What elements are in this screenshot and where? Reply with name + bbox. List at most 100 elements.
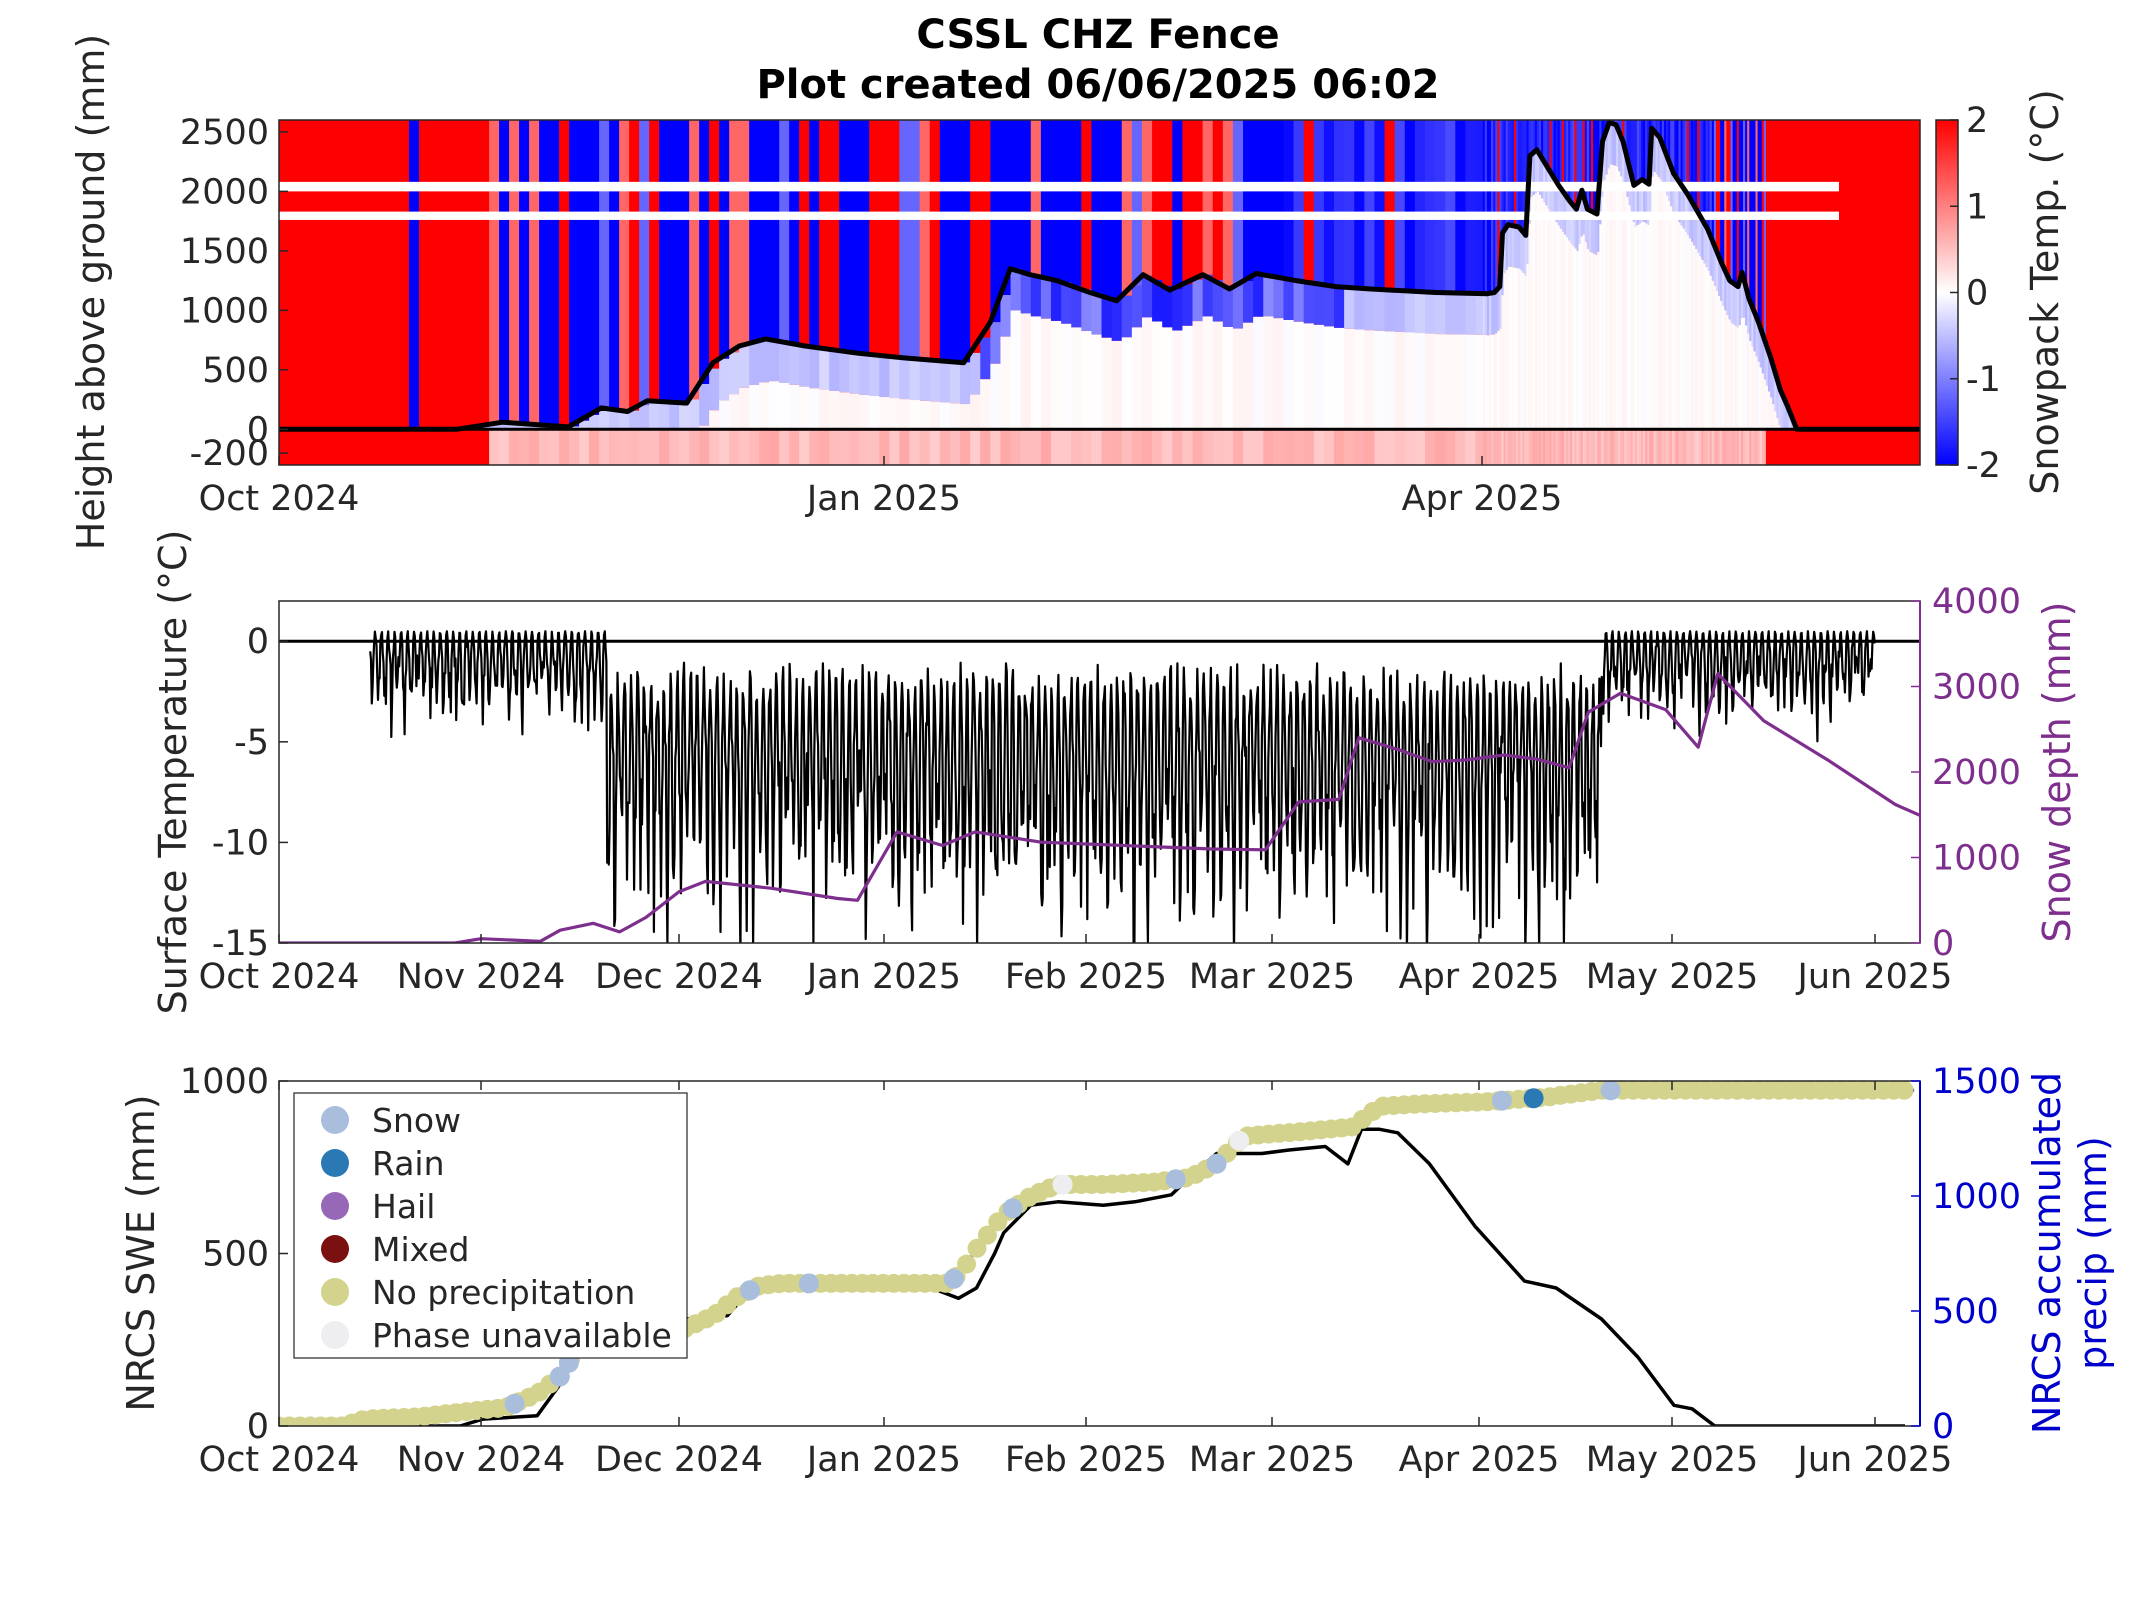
heatmap-air-cell	[1572, 120, 1575, 205]
legend-marker-hail	[321, 1192, 349, 1220]
swe-ytick-label: 500	[202, 1235, 269, 1275]
heatmap-ground-cell	[539, 429, 550, 465]
heatmap-snow-cell	[1736, 327, 1740, 430]
heatmap-air-cell	[1509, 120, 1513, 226]
heatmap-ground-cell	[1593, 429, 1596, 465]
heatmap-snow-top-cell	[1784, 399, 1788, 430]
heatmap-ground-cell	[1509, 429, 1513, 465]
precip-ytick-label: 1500	[1932, 1062, 2021, 1102]
heatmap-snow-cell	[1603, 180, 1607, 430]
heatmap-ground-cell	[749, 429, 760, 465]
heatmap-snow-cell	[1732, 324, 1736, 430]
heatmap-air-cell	[1555, 120, 1559, 181]
heatmap-ground-cell	[1836, 429, 1840, 465]
heatmap-ground-cell	[1674, 429, 1677, 465]
heatmap-ground-cell	[1838, 429, 1842, 465]
heatmap-ground-cell	[1040, 429, 1052, 465]
heatmap-ground-cell	[569, 429, 580, 465]
heatmap-air-cell	[1522, 120, 1525, 232]
heatmap-air-cell	[1813, 120, 1817, 430]
heatmap-ground-cell	[1222, 429, 1234, 465]
heatmap-ground-cell	[1809, 429, 1813, 465]
snow-depth-series	[279, 672, 1920, 943]
heatmap-snow-top-cell	[1645, 181, 1648, 224]
heatmap-air-cell	[1557, 120, 1561, 184]
colorbar-tick-label: 0	[1966, 274, 1988, 314]
heatmap-snow-top-cell	[1091, 292, 1103, 335]
heatmap-snow-cell	[1549, 211, 1553, 430]
heatmap-air-cell	[549, 120, 560, 426]
heatmap-snow-top-cell	[1071, 285, 1082, 328]
heatmap-snow-cell	[1705, 267, 1709, 430]
heatmap-snow-cell	[1599, 224, 1603, 430]
heatmap-snow-top-cell	[1495, 291, 1498, 334]
heatmap-air-cell	[1131, 120, 1143, 286]
heatmap-snow-top-cell	[960, 362, 971, 405]
heatmap-snow-top-cell	[1640, 180, 1644, 222]
heatmap-air-cell	[1253, 120, 1264, 276]
snowpack-heatmap	[279, 120, 1920, 465]
heatmap-air-cell	[1524, 120, 1528, 234]
heatmap-ground-cell	[339, 429, 350, 465]
heatmap-snow-top-cell	[619, 410, 630, 430]
snowpack-ticks: -2000 500 1000 1500 2000 2500 Oct 2024 Jan 2025…	[180, 113, 1562, 519]
heatmap-snow-cell	[1121, 337, 1133, 430]
heatmap-ground-cell	[1795, 429, 1798, 465]
heatmap-snow-cell	[849, 393, 860, 430]
heatmap-air-cell	[1840, 120, 1844, 430]
heatmap-snow-top-cell	[990, 322, 1002, 364]
heatmap-air-cell	[709, 120, 720, 369]
heatmap-air-cell	[1686, 120, 1690, 193]
heatmap-air-cell	[1867, 120, 1871, 430]
heatmap-air-cell	[1705, 120, 1709, 226]
heatmap-air-cell	[1354, 120, 1365, 288]
heatmap-snow-top-cell	[1503, 231, 1507, 274]
snowdepth-ytick-label: 4000	[1932, 582, 2021, 622]
heatmap-snow-top-cell	[1570, 201, 1573, 244]
snowpack-xtick-label: Oct 2024	[199, 479, 360, 519]
heatmap-ground-cell	[1497, 429, 1501, 465]
legend-marker-rain	[321, 1149, 349, 1177]
colorbar-tick-label: 1	[1966, 187, 1988, 227]
heatmap-snow-top-cell	[889, 356, 900, 399]
heatmap-ground-cell	[1911, 429, 1915, 465]
heatmap-ground-cell	[389, 429, 400, 465]
heatmap-snow-cell	[1765, 385, 1769, 430]
heatmap-ground-cell	[1618, 429, 1621, 465]
heatmap-snow-cell	[1734, 325, 1738, 430]
heatmap-air-cell	[639, 120, 650, 406]
heatmap-snow-top-cell	[849, 352, 860, 394]
heatmap-ground-cell	[1805, 429, 1809, 465]
heatmap-ground-cell	[1703, 429, 1707, 465]
heatmap-snow-top-cell	[1505, 228, 1509, 270]
heatmap-snow-cell	[1720, 300, 1723, 430]
heatmap-air-cell	[1682, 120, 1686, 187]
heatmap-air-cell	[1435, 120, 1446, 293]
heatmap-air-cell	[1888, 120, 1892, 430]
heatmap-snow-cell	[1283, 320, 1295, 430]
heatmap-air-cell	[1872, 120, 1875, 430]
heatmap-ground-cell	[990, 429, 1002, 465]
heatmap-ground-cell	[1263, 429, 1274, 465]
heatmap-snow-cell	[1593, 253, 1596, 430]
heatmap-snow-top-cell	[1643, 180, 1646, 222]
heatmap-air-cell	[489, 120, 500, 425]
heatmap-snow-cell	[1634, 226, 1638, 430]
heatmap-snow-top-cell	[769, 339, 780, 382]
heatmap-ground-cell	[1655, 429, 1659, 465]
heatmap-snow-top-cell	[1630, 171, 1634, 214]
heatmap-snow-cell	[1574, 248, 1578, 430]
heatmap-ground-cell	[1574, 429, 1578, 465]
heatmap-snow-top-cell	[1659, 137, 1663, 180]
heatmap-air-cell	[509, 120, 520, 423]
heatmap-snow-cell	[1491, 334, 1494, 430]
heatmap-ground-cell	[819, 429, 830, 465]
heatmap-snow-top-cell	[499, 422, 510, 430]
heatmap-air-cell	[1570, 120, 1573, 202]
heatmap-ground-cell	[1491, 429, 1494, 465]
heatmap-air-cell	[1895, 120, 1898, 430]
heatmap-air-cell	[1674, 120, 1677, 175]
heatmap-ground-cell	[1020, 429, 1032, 465]
heatmap-snow-cell	[1655, 174, 1659, 430]
heatmap-snow-cell	[1745, 325, 1748, 430]
